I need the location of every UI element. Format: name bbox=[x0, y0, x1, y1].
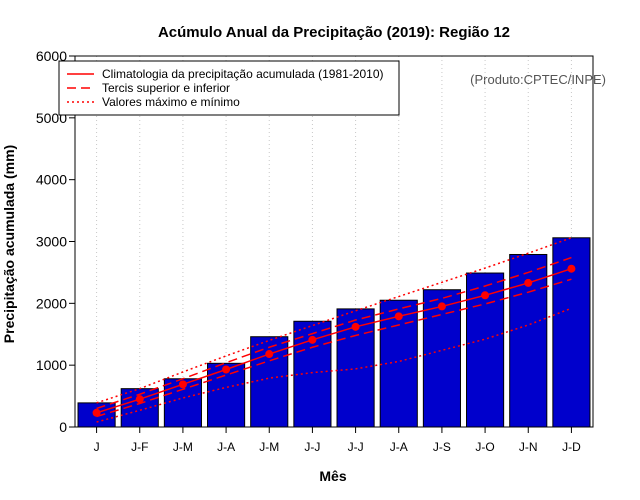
x-tick-label: J-J bbox=[304, 440, 320, 454]
climatology-point bbox=[178, 380, 187, 389]
climatology-point bbox=[265, 350, 274, 359]
y-tick-label: 4000 bbox=[36, 172, 67, 188]
series-line-1 bbox=[96, 267, 572, 414]
climatology-point bbox=[351, 322, 360, 331]
climatology-point bbox=[567, 264, 576, 273]
chart-title: Acúmulo Anual da Precipitação (2019): Re… bbox=[158, 24, 510, 41]
climatology-point bbox=[524, 278, 533, 287]
x-tick-label: J-O bbox=[475, 440, 494, 454]
y-axis-title: Precipitação acumulada (mm) bbox=[1, 145, 17, 343]
legend-label-extremes: Valores máximo e mínimo bbox=[102, 95, 240, 109]
x-tick-label: J-S bbox=[433, 440, 451, 454]
x-tick-label: J bbox=[94, 440, 100, 454]
x-tick-label: J-A bbox=[217, 440, 235, 454]
climatology-point bbox=[135, 395, 144, 404]
series-line-5 bbox=[96, 307, 572, 423]
series-line-3 bbox=[96, 278, 572, 418]
climatology-point bbox=[222, 365, 231, 374]
climatology-point bbox=[308, 335, 317, 344]
x-tick-label: J-D bbox=[562, 440, 581, 454]
legend: Climatologia da precipitação acumulada (… bbox=[58, 60, 400, 116]
credit-text: (Produto:CPTEC/INPE) bbox=[470, 72, 606, 87]
climatology-point bbox=[394, 312, 403, 321]
x-tick-label: J-J bbox=[348, 440, 364, 454]
series-lines bbox=[92, 237, 576, 423]
x-tick-label: J-M bbox=[259, 440, 279, 454]
y-tick-label: 3000 bbox=[36, 234, 67, 250]
y-tick-label: 1000 bbox=[36, 357, 67, 373]
legend-label-climatology: Climatologia da precipitação acumulada (… bbox=[102, 67, 384, 81]
legend-box bbox=[58, 60, 400, 116]
x-tick-label: J-M bbox=[173, 440, 193, 454]
x-axis-title: Mês bbox=[319, 468, 346, 484]
climatology-point bbox=[481, 291, 490, 300]
y-tick-label: 2000 bbox=[36, 295, 67, 311]
legend-label-terciles: Tercis superior e inferior bbox=[102, 81, 230, 95]
x-tick-label: J-F bbox=[131, 440, 148, 454]
y-tick-label: 6000 bbox=[36, 48, 67, 64]
x-tick-label: J-A bbox=[390, 440, 408, 454]
climatology-point bbox=[437, 302, 446, 311]
x-tick-label: J-N bbox=[519, 440, 538, 454]
y-tick-label: 0 bbox=[59, 419, 67, 435]
climatology-point bbox=[92, 408, 101, 417]
